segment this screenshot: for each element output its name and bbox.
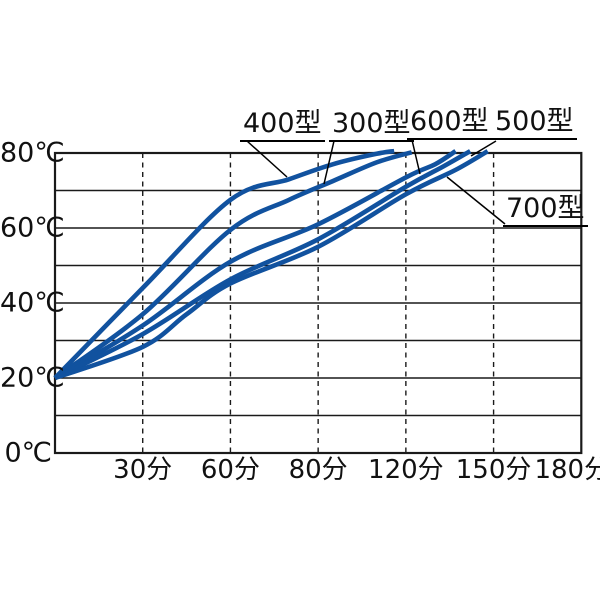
- x-tick-label: 150分: [455, 455, 532, 485]
- curve-500型: [53, 149, 472, 381]
- y-tick-label: 0℃: [4, 437, 52, 469]
- x-tick-label: 180分: [534, 455, 600, 485]
- x-tick-label: 120分: [368, 455, 444, 485]
- leader-line-400型: [246, 140, 288, 178]
- x-tick-label: 60分: [200, 455, 260, 485]
- leader-line-600型: [411, 139, 421, 175]
- series-label-300型: 300型: [329, 109, 414, 142]
- y-tick-label: 80℃: [0, 137, 65, 169]
- plot-border: [53, 151, 583, 455]
- y-tick-label: 20℃: [0, 362, 65, 394]
- curve-300型: [53, 150, 413, 380]
- series-label-500型: 500型: [492, 107, 577, 140]
- x-tick-label: 30分: [113, 455, 173, 485]
- series-label-600型: 600型: [407, 107, 492, 140]
- y-tick-label: 60℃: [0, 212, 65, 244]
- leader-line-700型: [446, 176, 506, 225]
- x-tick-label: 80分: [288, 455, 348, 485]
- y-tick-label: 40℃: [0, 287, 65, 319]
- curve-600型: [53, 149, 457, 380]
- leader-line-500型: [470, 140, 497, 157]
- series-label-700型: 700型: [503, 194, 588, 227]
- series-label-400型: 400型: [240, 109, 325, 142]
- curve-700型: [54, 149, 489, 381]
- leader-line-300型: [323, 140, 335, 185]
- curve-400型: [53, 148, 395, 380]
